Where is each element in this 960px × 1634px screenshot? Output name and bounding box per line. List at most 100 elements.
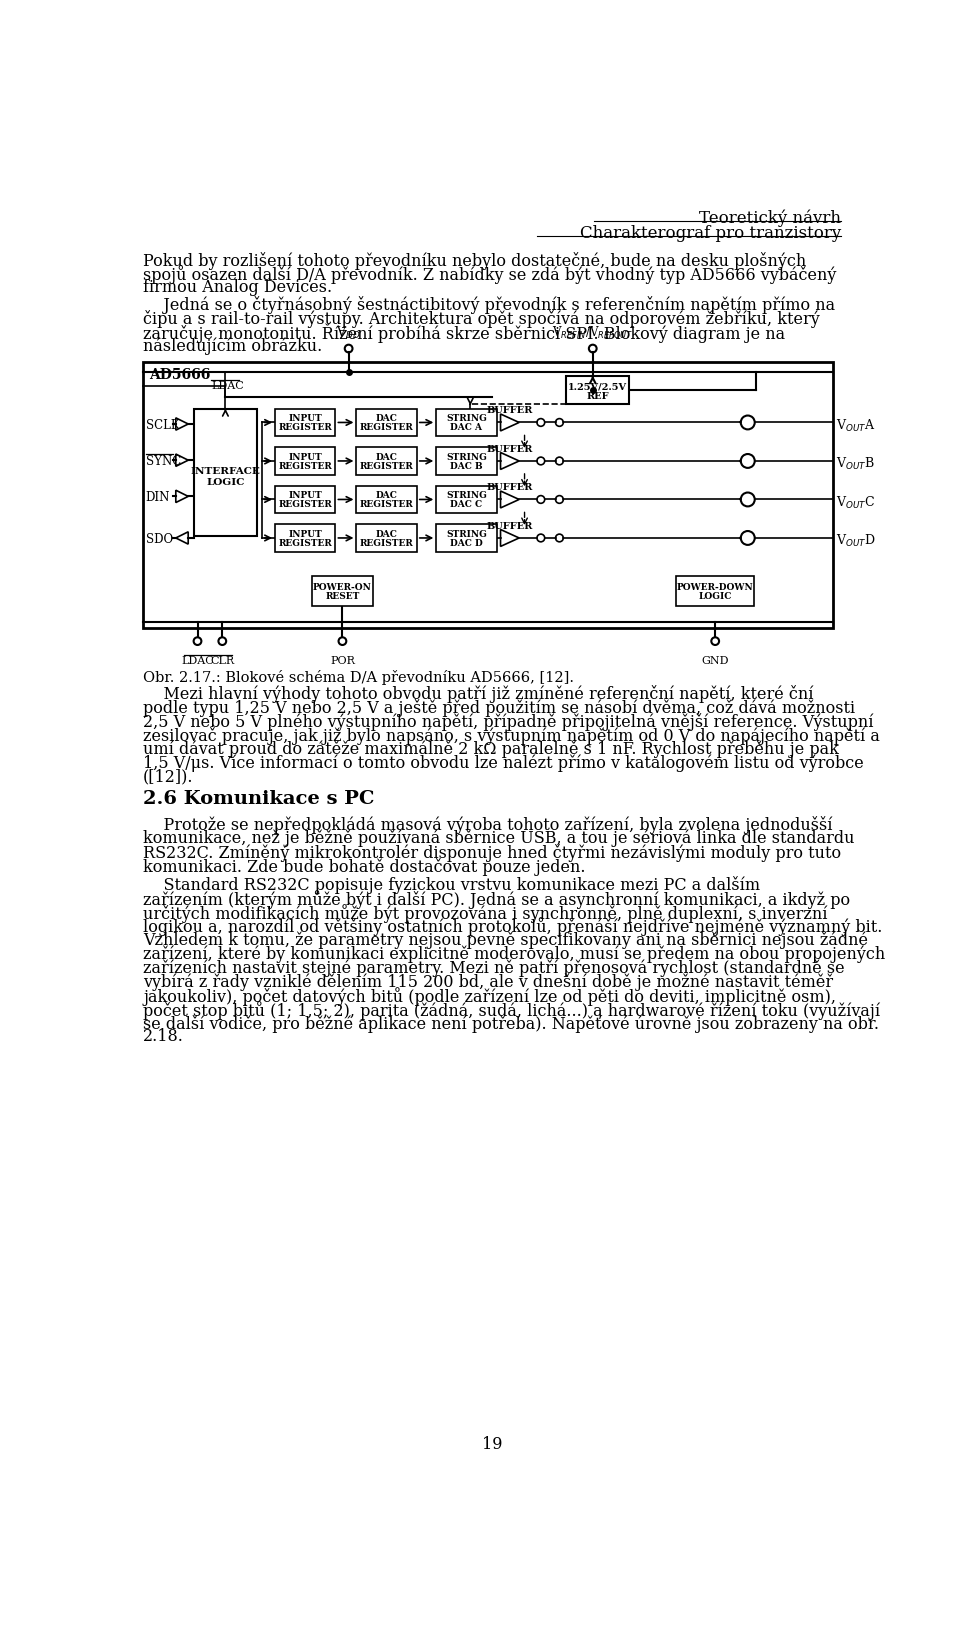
Text: STRING: STRING <box>446 492 487 500</box>
Text: 2.18.: 2.18. <box>143 1028 184 1046</box>
Text: komunikace, než je běžně používaná sběrnice USB, a tou je sériová linka dle stan: komunikace, než je běžně používaná sběrn… <box>143 830 854 848</box>
Bar <box>143 363 833 627</box>
Text: podle typu 1,25 V nebo 2,5 V a ještě před použitím se násobí dvěma, což dává mož: podle typu 1,25 V nebo 2,5 V a ještě pře… <box>143 699 855 717</box>
Text: zařízeních nastavit stejné parametry. Mezi ně patří přenosová rychlost (standard: zařízeních nastavit stejné parametry. Me… <box>143 959 845 977</box>
Bar <box>565 376 629 404</box>
Text: REGISTER: REGISTER <box>360 462 414 471</box>
Text: POR: POR <box>330 655 355 665</box>
Bar <box>312 575 372 606</box>
Text: 2,5 V nebo 5 V plného výstupního napětí, případně připojitelná vnější reference.: 2,5 V nebo 5 V plného výstupního napětí,… <box>143 712 874 730</box>
Text: REGISTER: REGISTER <box>360 539 414 547</box>
Text: RESET: RESET <box>325 592 360 601</box>
Text: POWER-DOWN: POWER-DOWN <box>677 583 754 592</box>
Text: umí dávat proud do zátěže maximálně 2 kΩ paralelně s 1 nF. Rychlost přeběhu je p: umí dávat proud do zátěže maximálně 2 kΩ… <box>143 740 839 758</box>
Text: Charakterograf pro tranzistory: Charakterograf pro tranzistory <box>580 225 841 242</box>
Text: INTERFACE: INTERFACE <box>190 467 260 475</box>
Text: Mezi hlavní výhody tohoto obvodu patří již zmíněné referenční napětí, které ční: Mezi hlavní výhody tohoto obvodu patří j… <box>143 685 814 703</box>
Text: ([12]).: ([12]). <box>143 768 194 786</box>
Text: komunikaci. Zde bude bohatě dostačovat pouze jeden.: komunikaci. Zde bude bohatě dostačovat p… <box>143 858 586 876</box>
Text: REGISTER: REGISTER <box>278 462 332 471</box>
Text: V$_{DD}$: V$_{DD}$ <box>336 325 361 342</box>
Bar <box>436 485 496 513</box>
Text: REF: REF <box>587 392 609 400</box>
Text: AD5666: AD5666 <box>150 368 211 382</box>
Text: STRING: STRING <box>446 529 487 539</box>
Text: LOGIC: LOGIC <box>699 592 732 601</box>
Text: REGISTER: REGISTER <box>278 539 332 547</box>
Text: logikou a, narozdíl od většiny ostatních protokolů, přenáší nejdříve nejméně výz: logikou a, narozdíl od většiny ostatních… <box>143 918 882 936</box>
Text: následujícím obrázku.: následujícím obrázku. <box>143 338 323 355</box>
Text: DAC: DAC <box>375 413 397 423</box>
Text: POWER-ON: POWER-ON <box>313 583 372 592</box>
Text: SYNC: SYNC <box>146 454 180 467</box>
Text: 19: 19 <box>482 1436 502 1453</box>
Text: zesilovač pracuje, jak již bylo napsáno, s výstupním napětím od 0 V do napájecíh: zesilovač pracuje, jak již bylo napsáno,… <box>143 727 880 745</box>
Text: REGISTER: REGISTER <box>360 500 414 510</box>
Text: RS232C. Zmíněný mikrokontrolér disponuje hned čtyřmi nezávislými moduly pro tuto: RS232C. Zmíněný mikrokontrolér disponuje… <box>143 843 841 861</box>
Text: Vzhledem k tomu, že parametry nejsou pevně specifikovany ani na sběrnici nejsou : Vzhledem k tomu, že parametry nejsou pev… <box>143 931 868 949</box>
Bar <box>275 485 335 513</box>
Bar <box>356 525 417 552</box>
Text: 1,5 V/μs. Více informací o tomto obvodu lze nalézt přímo v katalogovém listu od : 1,5 V/μs. Více informací o tomto obvodu … <box>143 755 864 771</box>
Text: INPUT: INPUT <box>288 492 323 500</box>
Text: INPUT: INPUT <box>288 413 323 423</box>
Text: DAC: DAC <box>375 492 397 500</box>
Text: zařízením (kterým může být i další PC). Jedná se a asynchronní komunikaci, a ikd: zařízením (kterým může být i další PC). … <box>143 891 851 909</box>
Bar <box>436 525 496 552</box>
Text: DAC A: DAC A <box>450 423 483 433</box>
Bar <box>356 448 417 475</box>
Text: STRING: STRING <box>446 453 487 462</box>
Bar <box>436 448 496 475</box>
Text: Standard RS232C popisuje fyzickou vrstvu komunikace mezi PC a dalším: Standard RS232C popisuje fyzickou vrstvu… <box>143 876 760 894</box>
Text: DIN: DIN <box>146 490 170 503</box>
Text: V$_{OUT}$D: V$_{OUT}$D <box>836 533 876 549</box>
Bar <box>275 448 335 475</box>
Text: BUFFER: BUFFER <box>487 407 533 415</box>
Text: Obr. 2.17.: Blokové schéma D/A převodníku AD5666, [12].: Obr. 2.17.: Blokové schéma D/A převodník… <box>143 670 574 685</box>
Text: Teoretický návrh: Teoretický návrh <box>699 209 841 227</box>
Text: Jedná se o čtyřnásobný šestnáctibitový převodník s referenčním napětím přímo na: Jedná se o čtyřnásobný šestnáctibitový p… <box>143 296 835 314</box>
Text: firmou Analog Devices.: firmou Analog Devices. <box>143 279 332 296</box>
Bar <box>356 485 417 513</box>
Text: REGISTER: REGISTER <box>278 500 332 510</box>
Text: CLR: CLR <box>210 655 234 665</box>
Text: určitých modifikacích může být provozována i synchronně, plně duplexní, s inverz: určitých modifikacích může být provozová… <box>143 904 828 923</box>
Text: vybírá z řady vzniklé dělením 115 200 bd, ale v dnešní době je možné nastavit té: vybírá z řady vzniklé dělením 115 200 bd… <box>143 972 833 990</box>
Text: DAC: DAC <box>375 529 397 539</box>
Text: DAC: DAC <box>375 453 397 462</box>
Text: čipu a s rail-to-rail výstupy. Architektura opět spočívá na odporovém žebříku, k: čipu a s rail-to-rail výstupy. Architekt… <box>143 310 820 328</box>
Text: SCLK: SCLK <box>146 418 180 431</box>
Text: Protože se nepředpokládá masová výroba tohoto zařízení, byla zvolena jednodušší: Protože se nepředpokládá masová výroba t… <box>143 815 832 833</box>
Text: V$_{REFIN}$/V$_{REFOUT}$: V$_{REFIN}$/V$_{REFOUT}$ <box>552 325 634 342</box>
Text: V$_{OUT}$A: V$_{OUT}$A <box>836 418 876 433</box>
Text: STRING: STRING <box>446 413 487 423</box>
Text: 2.6 Komunikace s PC: 2.6 Komunikace s PC <box>143 789 374 807</box>
Text: INPUT: INPUT <box>288 453 323 462</box>
Text: DAC B: DAC B <box>450 462 483 471</box>
Text: Pokud by rozlišení tohoto převodníku nebylo dostatečné, bude na desku plošných: Pokud by rozlišení tohoto převodníku neb… <box>143 252 806 270</box>
Text: REGISTER: REGISTER <box>278 423 332 433</box>
Text: V$_{OUT}$B: V$_{OUT}$B <box>836 456 875 472</box>
Text: V$_{OUT}$C: V$_{OUT}$C <box>836 495 876 510</box>
Text: GND: GND <box>702 655 729 665</box>
Text: BUFFER: BUFFER <box>487 521 533 531</box>
Text: zaručuje monotonitu. Řízení probíhá skrze sběrnici SPI. Blokový diagram je na: zaručuje monotonitu. Řízení probíhá skrz… <box>143 324 785 343</box>
Text: 1.25V/2.5V: 1.25V/2.5V <box>567 382 627 392</box>
Text: DAC D: DAC D <box>450 539 483 547</box>
Text: REGISTER: REGISTER <box>360 423 414 433</box>
Bar <box>436 408 496 436</box>
Text: INPUT: INPUT <box>288 529 323 539</box>
Text: SDO: SDO <box>146 533 173 546</box>
Bar <box>194 408 257 536</box>
Text: DAC C: DAC C <box>450 500 483 510</box>
Text: LDAC: LDAC <box>181 655 214 665</box>
Text: BUFFER: BUFFER <box>487 484 533 492</box>
Text: LDAC: LDAC <box>211 381 244 391</box>
Bar <box>275 408 335 436</box>
Text: počet stop bitů (1; 1,5; 2), parita (žádná, sudá, lichá...) a hardwarové řízení : počet stop bitů (1; 1,5; 2), parita (žád… <box>143 1000 880 1020</box>
Text: jakoukoliv), počet datových bitů (podle zařízení lze od pěti do deviti, implicit: jakoukoliv), počet datových bitů (podle … <box>143 987 836 1007</box>
Bar <box>356 408 417 436</box>
Text: zařízení, které by komunikaci explicitně moderovalo, musí se předem na obou prop: zařízení, které by komunikaci explicitně… <box>143 946 885 962</box>
Text: se další vodiče, pro běžné aplikace není potřeba). Napěťové úrovně jsou zobrazen: se další vodiče, pro běžné aplikace není… <box>143 1015 879 1033</box>
Text: BUFFER: BUFFER <box>487 444 533 454</box>
